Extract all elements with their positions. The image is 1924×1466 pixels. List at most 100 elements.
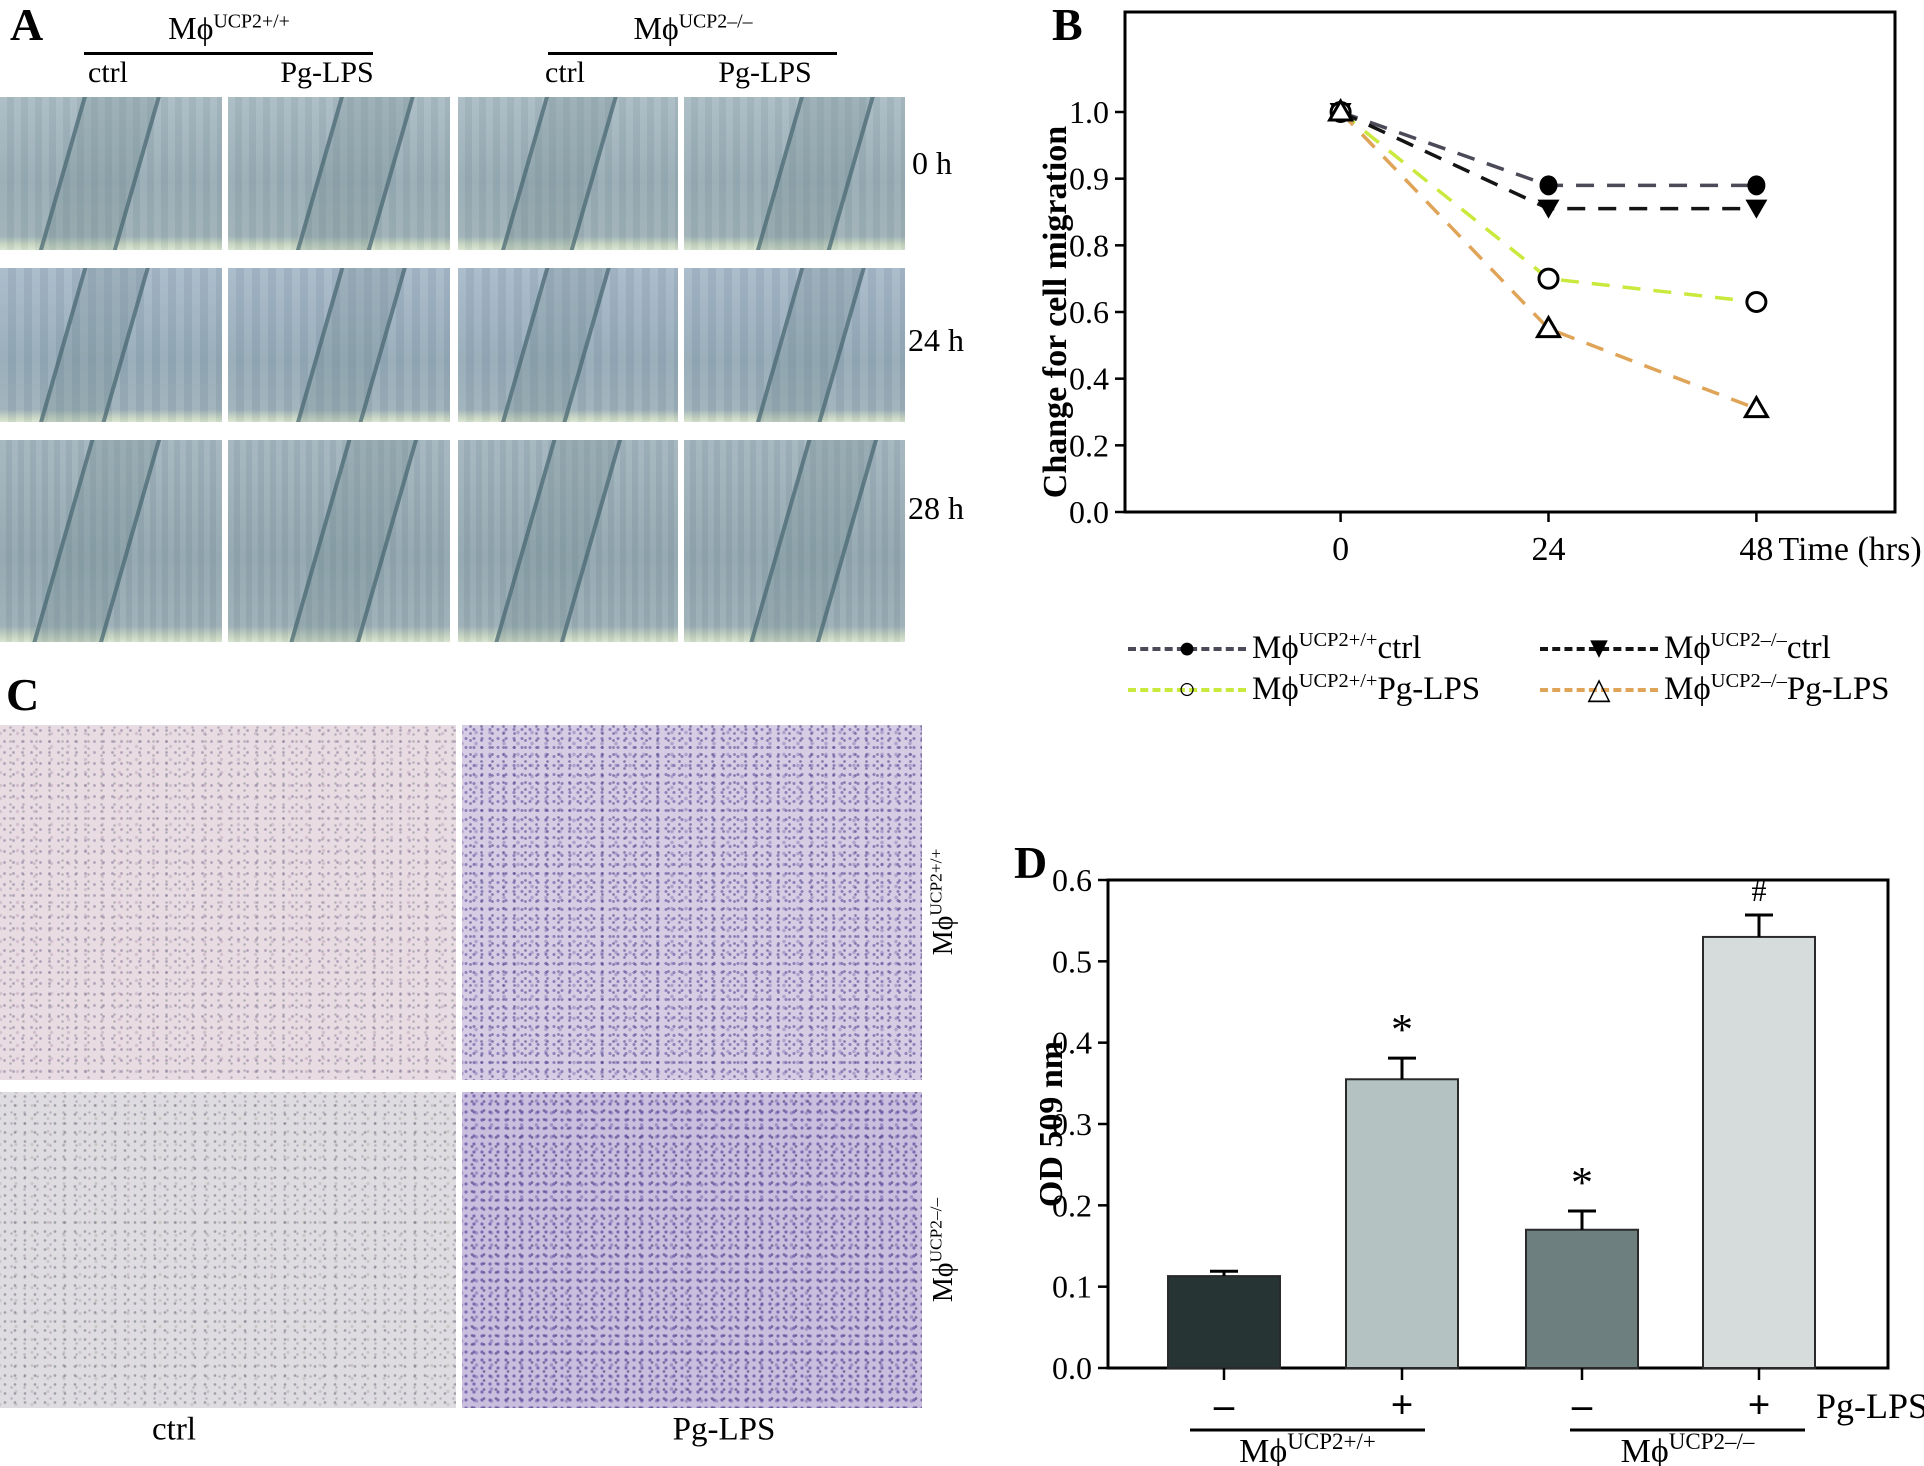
legend-label-base: Mϕ	[1252, 630, 1299, 666]
row-label-0h: 0 h	[912, 145, 952, 181]
scratch-image-0h-ko-lps	[684, 97, 905, 250]
od-bar-chart: 0.0 0.1 0.2 0.3 0.4 0.5 0.6 OD 509 nm – * + * – # + Pg-…	[1040, 862, 1924, 1466]
svg-text:–: –	[1213, 1382, 1235, 1427]
svg-text:Pg-LPS: Pg-LPS	[1816, 1386, 1924, 1426]
scratch-wound	[22, 440, 170, 642]
legend-label-post: ctrl	[1786, 630, 1831, 666]
legend-label-base: Mϕ	[1252, 671, 1299, 707]
legend-swatch: ○	[1128, 671, 1246, 705]
svg-text:Time (hrs): Time (hrs)	[1778, 531, 1921, 568]
legend-label: MϕUCP2–/–Pg-LPS	[1664, 671, 1890, 708]
scratch-wound	[494, 97, 624, 250]
panel-c-ctrl-label: ctrl	[152, 1411, 196, 1448]
scratch-wound	[494, 268, 617, 422]
svg-text:0.8: 0.8	[1069, 227, 1109, 263]
group2-base: Mϕ	[633, 10, 679, 46]
svg-text:1.0: 1.0	[1069, 94, 1109, 130]
dashed-line-icon	[1540, 687, 1658, 692]
group1-underline	[84, 52, 373, 55]
svg-text:48: 48	[1739, 531, 1773, 568]
scratch-image-24h-wt-lps	[228, 268, 450, 422]
legend-label-post: Pg-LPS	[1377, 671, 1481, 707]
svg-text:0.4: 0.4	[1052, 1025, 1092, 1061]
svg-text:+: +	[1391, 1382, 1414, 1427]
row1-sup: UCP2+/+	[926, 848, 946, 916]
svg-text:0: 0	[1332, 531, 1349, 568]
open-circle-icon: ○	[1177, 671, 1197, 705]
panel-c-row2-label: MϕUCP2–/–	[926, 1197, 960, 1302]
scratch-wound	[484, 440, 631, 642]
dashed-line-icon	[1128, 646, 1246, 651]
panel-b-letter: B	[1052, 0, 1083, 50]
svg-text:0.2: 0.2	[1052, 1187, 1092, 1223]
legend-item-wt-ctrl: ● MϕUCP2+/+ctrl	[1128, 630, 1540, 667]
scratch-image-24h-wt-ctrl	[0, 268, 222, 422]
legend-label: MϕUCP2+/+ctrl	[1252, 630, 1421, 667]
legend-item-ko-lps: △ MϕUCP2–/–Pg-LPS	[1540, 671, 1922, 708]
stain-image-wt-ctrl	[0, 725, 456, 1080]
svg-text:0.0: 0.0	[1052, 1350, 1092, 1386]
svg-text:*: *	[1391, 1005, 1413, 1054]
legend-label: MϕUCP2–/–ctrl	[1664, 630, 1831, 667]
svg-text:#: #	[1752, 875, 1767, 908]
svg-text:0.6: 0.6	[1069, 294, 1109, 330]
scratch-image-0h-wt-lps	[228, 97, 450, 250]
svg-text:Change for cell migration: Change for cell migration	[1040, 126, 1074, 498]
svg-text:–: –	[1571, 1382, 1593, 1427]
legend-label-post: ctrl	[1377, 630, 1422, 666]
legend-label-sup: UCP2–/–	[1710, 670, 1787, 692]
svg-text:0.5: 0.5	[1052, 943, 1092, 979]
group2-underline	[548, 52, 837, 55]
svg-text:0.3: 0.3	[1052, 1106, 1092, 1142]
legend-label-base: Mϕ	[1664, 630, 1711, 666]
legend-swatch: ●	[1128, 630, 1246, 664]
svg-text:0.4: 0.4	[1069, 361, 1109, 397]
filled-circle-icon: ●	[1177, 630, 1197, 664]
stain-image-wt-lps	[462, 725, 922, 1080]
scratch-wound	[739, 440, 887, 642]
migration-line-chart: 0.0 0.2 0.4 0.6 0.8 0.9 1.0 0 24 48 Time (hrs) Chan…	[1040, 10, 1922, 568]
panel-a-letter: A	[10, 0, 44, 50]
legend-swatch: △	[1540, 671, 1658, 705]
svg-text:MϕUCP2–/–: MϕUCP2–/–	[1621, 1429, 1755, 1466]
scratch-image-24h-ko-ctrl	[458, 268, 678, 422]
legend-swatch: ▼	[1540, 630, 1658, 664]
scratch-image-24h-ko-lps	[684, 268, 905, 422]
legend-label-sup: UCP2–/–	[1710, 629, 1787, 651]
scratch-wound	[749, 97, 881, 250]
legend-item-ko-ctrl: ▼ MϕUCP2–/–ctrl	[1540, 630, 1922, 667]
legend-label-sup: UCP2+/+	[1298, 670, 1378, 692]
scratch-image-28h-ko-lps	[684, 440, 905, 642]
svg-text:OD 509 nm: OD 509 nm	[1040, 1041, 1070, 1207]
group2-ctrl-label: ctrl	[545, 56, 585, 89]
legend-label-post: Pg-LPS	[1786, 671, 1890, 707]
row2-sup: UCP2–/–	[926, 1197, 946, 1263]
legend-item-wt-lps: ○ MϕUCP2+/+Pg-LPS	[1128, 671, 1540, 708]
legend-label-base: Mϕ	[1664, 671, 1711, 707]
panel-b-legend: ● MϕUCP2+/+ctrl ▼ MϕUCP2–/–ctrl ○ MϕUCP2…	[1128, 630, 1924, 708]
scratch-wound	[32, 97, 167, 250]
legend-label: MϕUCP2+/+Pg-LPS	[1252, 671, 1480, 708]
panel-c-pglps-label: Pg-LPS	[672, 1411, 776, 1448]
dashed-line-icon	[1540, 646, 1658, 651]
group1-pglps-label: Pg-LPS	[280, 56, 374, 89]
panel-a-group1-title: MϕUCP2+/+	[84, 10, 374, 47]
scratch-image-28h-wt-lps	[228, 440, 450, 642]
svg-text:0.6: 0.6	[1052, 862, 1092, 898]
panel-d-letter: D	[1014, 837, 1048, 888]
stain-image-ko-lps	[462, 1092, 922, 1408]
legend-label-sup: UCP2+/+	[1298, 629, 1378, 651]
filled-triangle-icon: ▼	[1584, 630, 1614, 664]
stain-image-ko-ctrl	[0, 1092, 456, 1408]
scratch-image-0h-wt-ctrl	[0, 97, 222, 250]
svg-text:*: *	[1571, 1158, 1593, 1207]
open-triangle-icon: △	[1587, 671, 1611, 705]
row1-base: Mϕ	[928, 915, 959, 956]
row-label-28h: 28 h	[908, 490, 964, 526]
panel-a-group2-title: MϕUCP2–/–	[548, 10, 838, 47]
scratch-wound	[289, 97, 421, 250]
scratch-image-28h-wt-ctrl	[0, 440, 222, 642]
scratch-image-0h-ko-ctrl	[458, 97, 678, 250]
panel-c-row1-label: MϕUCP2+/+	[926, 848, 960, 956]
